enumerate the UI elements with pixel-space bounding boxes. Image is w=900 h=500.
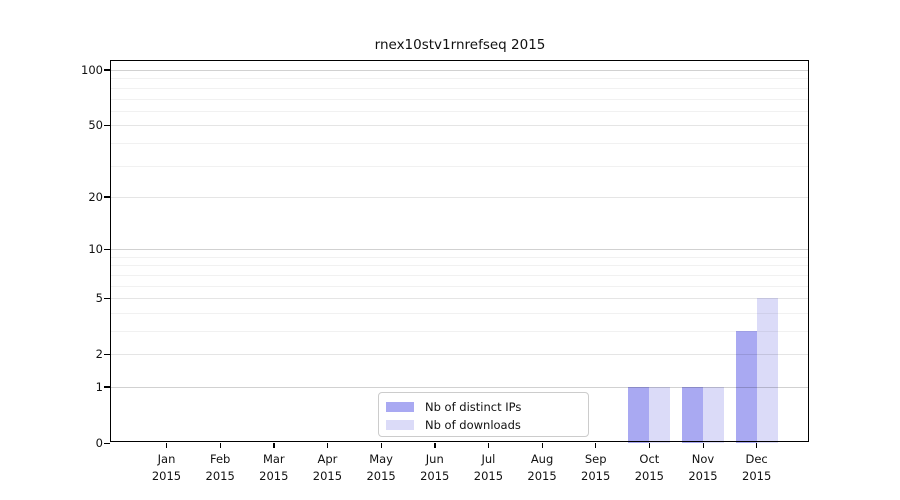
x-tick-label-mar: Mar 2015: [259, 452, 289, 483]
x-tick-label-oct: Oct 2015: [634, 452, 664, 483]
plot-border: [110, 60, 809, 442]
gridline-minor-4: [111, 312, 808, 314]
y-tick-label-1: 1: [95, 379, 103, 394]
gridline-minor-80: [111, 87, 808, 89]
gridline-2: [111, 354, 808, 356]
bar-dec-downloads: [756, 298, 778, 443]
x-tick-mark-aug: [541, 443, 543, 448]
gridline-minor-90: [111, 78, 808, 80]
y-tick-label-100: 100: [81, 62, 103, 77]
y-tick-label-20: 20: [88, 189, 103, 204]
x-tick-mark-jun: [434, 443, 436, 448]
x-tick-mark-sep: [595, 443, 597, 448]
x-tick-mark-nov: [702, 443, 704, 448]
bar-dec-ips: [735, 330, 757, 443]
bar-nov-ips: [682, 386, 703, 443]
legend-label-distinct-ips: Nb of distinct IPs: [425, 400, 522, 414]
x-tick-label-jan: Jan 2015: [151, 452, 182, 483]
gridline-minor-40: [111, 142, 808, 144]
x-tick-label-aug: Aug 2015: [527, 452, 557, 483]
gridline-minor-7: [111, 274, 808, 276]
y-tick-mark-10: [104, 248, 110, 250]
y-tick-mark-50: [104, 124, 110, 127]
legend-swatch-downloads: [386, 419, 414, 431]
y-tick-mark-2: [104, 353, 110, 355]
y-tick-mark-100: [104, 69, 110, 71]
y-tick-label-0: 0: [95, 436, 103, 450]
gridline-20: [111, 196, 808, 198]
gridline-5: [111, 298, 808, 300]
gridline-10: [111, 249, 808, 251]
bar-nov-downloads: [703, 386, 724, 443]
x-tick-label-dec: Dec 2015: [742, 452, 772, 483]
bar-oct-ips: [628, 386, 650, 443]
gridline-minor-70: [111, 98, 808, 100]
gridline-50: [111, 125, 808, 127]
y-tick-mark-0: [104, 442, 110, 444]
gridline-minor-60: [111, 110, 808, 112]
x-tick-label-nov: Nov 2015: [688, 452, 718, 483]
x-tick-mark-oct: [648, 443, 651, 448]
gridline-minor-3: [111, 331, 808, 332]
x-tick-label-may: May 2015: [366, 452, 396, 483]
gridline-1: [111, 387, 808, 388]
y-tick-label-10: 10: [88, 242, 103, 257]
x-tick-label-jul: Jul 2015: [473, 452, 504, 483]
x-tick-mark-apr: [326, 443, 329, 448]
y-tick-label-50: 50: [88, 118, 103, 133]
legend-item-distinct-ips: Nb of distinct IPs: [386, 399, 579, 415]
y-tick-label-5: 5: [95, 291, 103, 306]
x-tick-mark-dec: [756, 443, 758, 448]
x-tick-mark-jan: [166, 443, 168, 448]
gridline-minor-8: [111, 265, 808, 267]
legend-label-downloads: Nb of downloads: [425, 418, 521, 432]
gridline-minor-6: [111, 285, 808, 287]
x-tick-mark-mar: [273, 443, 275, 448]
chart-title: rnex10stv1rnrefseq 2015: [374, 37, 546, 53]
legend: Nb of distinct IPs Nb of downloads: [378, 392, 589, 437]
x-tick-label-sep: Sep 2015: [581, 452, 611, 483]
x-tick-mark-feb: [219, 443, 221, 448]
bar-oct-downloads: [649, 386, 671, 443]
x-tick-label-apr: Apr 2015: [312, 452, 343, 483]
y-tick-mark-20: [104, 196, 110, 198]
gridline-minor-30: [111, 165, 808, 167]
x-tick-label-feb: Feb 2015: [205, 452, 235, 483]
y-tick-label-2: 2: [95, 347, 103, 362]
y-tick-mark-5: [104, 297, 110, 299]
x-tick-mark-jul: [487, 443, 490, 448]
legend-item-downloads: Nb of downloads: [386, 417, 579, 433]
x-tick-mark-may: [380, 443, 382, 448]
gridline-minor-9: [111, 256, 808, 258]
legend-swatch-distinct-ips: [386, 401, 414, 413]
x-tick-label-jun: Jun 2015: [420, 452, 450, 483]
gridline-100: [111, 70, 808, 71]
y-tick-mark-1: [104, 386, 110, 388]
